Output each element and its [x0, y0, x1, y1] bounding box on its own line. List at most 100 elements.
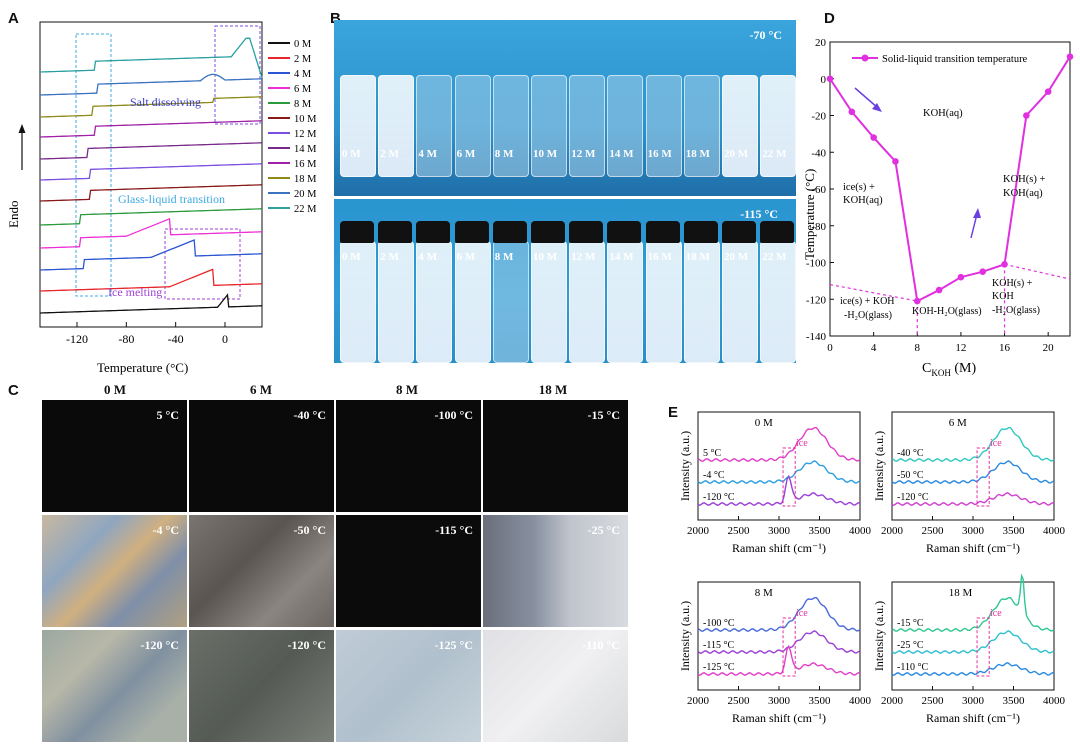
vial-cap: [722, 221, 756, 243]
dsc-legend-label: 22 M: [294, 204, 317, 215]
dsc-legend-label: 20 M: [294, 189, 317, 200]
raman-xlabel: Raman shift (cm⁻¹): [732, 541, 826, 555]
raman-ylabel: Intensity (a.u.): [872, 601, 886, 671]
phase-ytick-label: -20: [811, 111, 826, 123]
dsc-legend-label: 16 M: [294, 159, 317, 170]
dsc-curve: [40, 239, 262, 271]
vial: [454, 75, 491, 177]
phase-point: [1023, 112, 1030, 119]
micro-temp-label: -15 °C: [587, 408, 620, 422]
region-ice-koh-aq-1: ice(s) +: [843, 182, 875, 193]
micro-image: -120 °C: [42, 630, 187, 742]
vial: [378, 241, 415, 363]
region-kohs-koh-aq-1: KOH(s) +: [1003, 174, 1045, 185]
phase-legend-label: Solid-liquid transition temperature: [882, 54, 1028, 65]
dsc-curve: [40, 208, 262, 226]
raman-spectra: 2000 2500 3000 3500 4000 Raman shift (cm⁻¹) In…: [678, 411, 1066, 725]
raman-xtick-label: 2500: [728, 695, 751, 707]
micro-image: -4 °C: [42, 515, 187, 627]
phase-ytick-label: -40: [811, 147, 826, 159]
dsc-curve: [40, 217, 262, 249]
dsc-legend-label: 14 M: [294, 144, 317, 155]
dsc-xtick-label: 0: [222, 332, 228, 346]
dsc-legend-label: 0 M: [294, 39, 312, 50]
raman-xlabel: Raman shift (cm⁻¹): [732, 711, 826, 725]
phase-point: [957, 273, 965, 281]
glass-transition-box: [75, 33, 112, 297]
region-koh-aq: KOH(aq): [923, 108, 963, 119]
phase-xtick-label: 20: [1043, 342, 1055, 354]
vial-label: 16 M: [647, 148, 672, 160]
region-kohs-glass-1: KOH(s) +: [992, 278, 1033, 289]
raman-subplot: 2000 2500 3000 3500 4000 Raman shift (cm⁻¹) In…: [678, 411, 872, 555]
micro-image: -120 °C: [189, 630, 334, 742]
phase-ytick-label: -140: [806, 331, 827, 343]
phase-series: [826, 53, 1074, 305]
dsc-ylabel: Endo: [6, 201, 21, 228]
phase-arrow-right-head: [973, 208, 981, 218]
region-ice-glass-2: -H₂O(glass): [844, 310, 892, 321]
dsc-xtick-label: -40: [168, 332, 184, 346]
vial-label: 2 M: [380, 148, 399, 160]
phase-xtick-label: 4: [871, 342, 877, 354]
micro-temp-label: -50 °C: [293, 523, 326, 537]
dsc-legend-label: 6 M: [294, 84, 312, 95]
dsc-xtick-label: -80: [118, 332, 134, 346]
vial-label: 8 M: [494, 251, 514, 263]
raman-series-label: -100 °C: [703, 618, 735, 629]
dsc-curve: [40, 293, 262, 314]
phase-ytick-label: 20: [815, 37, 827, 49]
vial-label: 20 M: [724, 148, 749, 160]
micro-image: -125 °C: [336, 630, 481, 742]
micro-temp-label: -120 °C: [140, 638, 179, 652]
raman-ice-box: [976, 447, 990, 507]
raman-xtick-label: 2500: [922, 695, 945, 707]
vial-label: 6 M: [456, 251, 476, 263]
dsc-curve: [40, 120, 262, 138]
raman-xtick-label: 3000: [768, 525, 791, 537]
micro-column-label: 6 M: [249, 382, 273, 397]
raman-ice-label: ice: [990, 438, 1002, 449]
phase-ytick-label: -60: [811, 184, 826, 196]
glass-transition-label: Glass-liquid transition: [118, 192, 225, 206]
vial: [569, 75, 606, 177]
phase-point: [913, 297, 921, 305]
vial: [722, 241, 758, 363]
micro-temp-label: -115 °C: [435, 523, 473, 537]
raman-xtick-label: 2500: [922, 525, 945, 537]
dsc-legend-label: 10 M: [294, 114, 317, 125]
dsc-xlabel: Temperature (°C): [97, 360, 188, 375]
micro-temp-label: -110 °C: [582, 638, 620, 652]
raman-xtick-label: 2500: [728, 525, 751, 537]
vial-label: 0 M: [342, 148, 361, 160]
vial-label: 12 M: [571, 148, 596, 160]
vial-label: 16 M: [647, 251, 672, 263]
vial-cap: [454, 221, 489, 243]
salt-dissolving-label: Salt dissolving: [130, 95, 201, 109]
raman-concentration: 0 M: [755, 417, 773, 429]
raman-series-label: -50 °C: [897, 470, 924, 481]
raman-ice-label: ice: [990, 608, 1002, 619]
phase-point: [979, 268, 987, 275]
vial: [416, 75, 453, 177]
vial-label: 10 M: [533, 251, 558, 263]
micro-temp-label: 5 °C: [156, 408, 179, 422]
phase-point: [1001, 261, 1008, 268]
dsc-curve: [40, 37, 263, 78]
raman-xtick-label: 3000: [962, 525, 985, 537]
vial: [492, 241, 529, 363]
phase-legend-marker: [861, 54, 869, 62]
raman-ice-label: ice: [796, 438, 808, 449]
micro-image: 5 °C: [42, 400, 187, 512]
vials-photo: 0 M 2 M 4 M 6 M 8 M 10 M 12 M 14 M 16 M 18 M 20 M 2…: [334, 20, 796, 363]
vial-label: 20 M: [724, 251, 749, 263]
dsc-legend-label: 18 M: [294, 174, 317, 185]
vial-label: 18 M: [685, 251, 710, 263]
vial-label: 4 M: [418, 251, 438, 263]
panel-letter-c: C: [8, 382, 19, 399]
raman-xtick-label: 4000: [1043, 525, 1066, 537]
region-koh-h2o-glass: KOH-H₂O(glass): [912, 306, 982, 317]
vial: [492, 75, 529, 177]
phase-dashed-lines: [829, 263, 1071, 336]
phase-diagram: 0 4 8 12 16 20 20 0 -20 -40 -60 -80 -100 -120 -140 Sol…: [802, 37, 1074, 378]
